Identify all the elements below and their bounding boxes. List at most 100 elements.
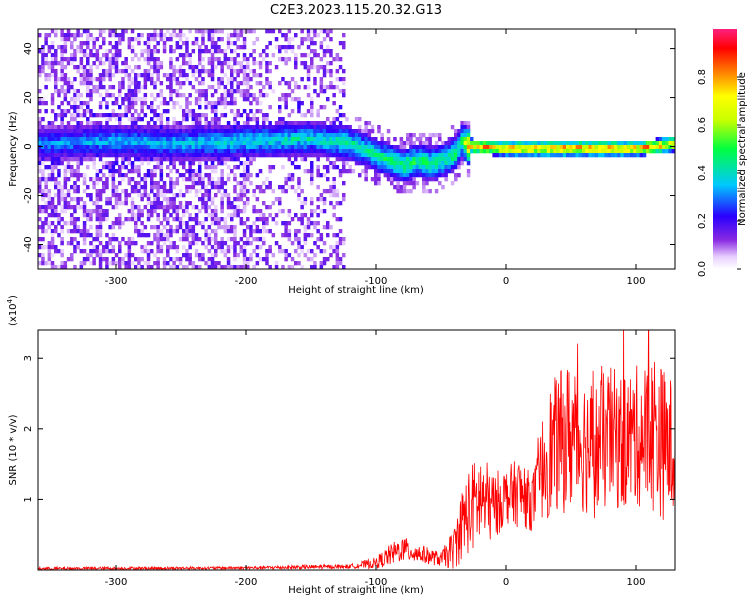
spectrogram-cell — [201, 89, 205, 94]
spectrogram-cell — [498, 153, 503, 158]
spectrogram-cell — [377, 145, 381, 150]
spectrogram-cell — [89, 133, 93, 138]
spectrogram-cell — [406, 165, 410, 170]
spectrogram-cell — [290, 121, 295, 126]
spectrogram-cell — [316, 165, 320, 170]
spectrogram-cell — [313, 65, 317, 70]
spectrogram-cell — [92, 113, 96, 118]
spectrogram-cell — [207, 197, 212, 202]
spectrogram-cell — [178, 85, 183, 90]
spectrogram-cell — [169, 181, 173, 186]
spectrogram-cell — [492, 145, 496, 150]
spectrogram-cell — [306, 145, 311, 150]
spectrogram-cell — [172, 217, 176, 222]
spectrogram-cell — [127, 85, 132, 90]
spectrogram-cell — [316, 245, 320, 250]
spectrogram-cell — [169, 241, 173, 246]
spectrogram-cell — [50, 149, 55, 154]
spectrogram-cell — [226, 257, 231, 262]
spectrogram-cell — [284, 129, 288, 134]
spectrogram-cell — [313, 253, 317, 258]
spectrogram-cell — [162, 45, 167, 50]
spectrogram-cell — [390, 169, 394, 174]
spectrogram-cell — [76, 69, 80, 74]
spectrogram-cell — [210, 177, 215, 182]
spectrogram-cell — [121, 101, 125, 106]
spectrogram-cell — [38, 129, 42, 134]
spectrogram-cell — [143, 185, 148, 190]
spectrogram-cell — [140, 213, 144, 218]
spectrogram-cell — [50, 101, 55, 106]
spectrogram-cell — [118, 133, 122, 138]
spectrogram-cell — [425, 149, 429, 154]
spectrogram-cell — [86, 213, 90, 218]
spectrogram-cell — [338, 201, 343, 206]
spectrogram-cell — [594, 153, 599, 158]
spectrogram-cell — [73, 173, 77, 178]
spectrogram-cell — [66, 193, 71, 198]
spectrogram-cell — [444, 141, 448, 146]
spectrogram-cell — [303, 149, 308, 154]
spectrogram-cell — [73, 149, 77, 154]
spectrogram-cell — [249, 53, 253, 58]
spectrogram-cell — [406, 177, 410, 182]
spectrogram-cell — [66, 121, 71, 126]
spectrogram-cell — [143, 93, 148, 98]
spectrogram-cell — [278, 201, 282, 206]
spectrogram-cell — [450, 157, 455, 162]
x-tick-label: -100 — [365, 577, 388, 588]
spectrogram-cell — [665, 137, 669, 142]
spectrogram-cell — [57, 105, 61, 110]
spectrogram-cell — [54, 85, 58, 90]
spectrogram-cell — [73, 169, 77, 174]
spectrogram-cell — [73, 245, 77, 250]
spectrogram-cell — [124, 149, 128, 154]
spectrogram-cell — [156, 141, 160, 146]
spectrogram-cell — [620, 153, 624, 158]
spectrogram-cell — [502, 145, 506, 150]
spectrogram-cell — [329, 161, 333, 166]
spectrogram-cell — [652, 145, 656, 150]
spectrogram-cell — [274, 221, 279, 226]
spectrogram-cell — [166, 137, 170, 142]
spectrogram-cell — [140, 185, 144, 190]
spectrogram-cell — [146, 145, 151, 150]
spectrogram-cell — [210, 221, 215, 226]
spectrogram-cell — [137, 181, 141, 186]
spectrogram-cell — [82, 221, 87, 226]
spectrogram-cell — [172, 261, 176, 266]
spectrogram-cell — [329, 125, 333, 130]
spectrogram-cell — [210, 45, 215, 50]
spectrogram-cell — [153, 205, 157, 210]
spectrogram-cell — [169, 185, 173, 190]
spectrogram-cell — [194, 181, 199, 186]
spectrogram-cell — [86, 217, 90, 222]
spectrogram-cell — [418, 173, 423, 178]
spectrogram-cell — [146, 257, 151, 262]
spectrogram-cell — [303, 61, 308, 66]
spectrogram-cell — [367, 153, 372, 158]
spectrogram-cell — [396, 145, 400, 150]
spectrogram-cell — [633, 141, 637, 146]
spectrogram-cell — [98, 121, 103, 126]
spectrogram-cell — [249, 109, 253, 114]
spectrogram-cell — [159, 249, 164, 254]
spectrogram-cell — [246, 149, 250, 154]
spectrogram-cell — [287, 133, 292, 138]
spectrogram-cell — [140, 109, 144, 114]
spectrogram-cell — [86, 81, 90, 86]
spectrogram-cell — [121, 37, 125, 42]
spectrogram-cell — [338, 157, 343, 162]
spectrogram-cell — [614, 149, 618, 154]
spectrogram-cell — [278, 209, 282, 214]
spectrogram-cell — [188, 137, 192, 142]
spectrogram-cell — [495, 153, 500, 158]
spectrogram-cell — [265, 185, 269, 190]
spectrogram-cell — [290, 173, 295, 178]
spectrogram-cell — [41, 257, 45, 262]
spectrogram-cell — [553, 149, 557, 154]
spectrogram-cell — [274, 133, 279, 138]
spectrogram-cell — [105, 93, 109, 98]
spectrogram-cell — [214, 29, 218, 34]
spectrogram-cell — [143, 177, 148, 182]
